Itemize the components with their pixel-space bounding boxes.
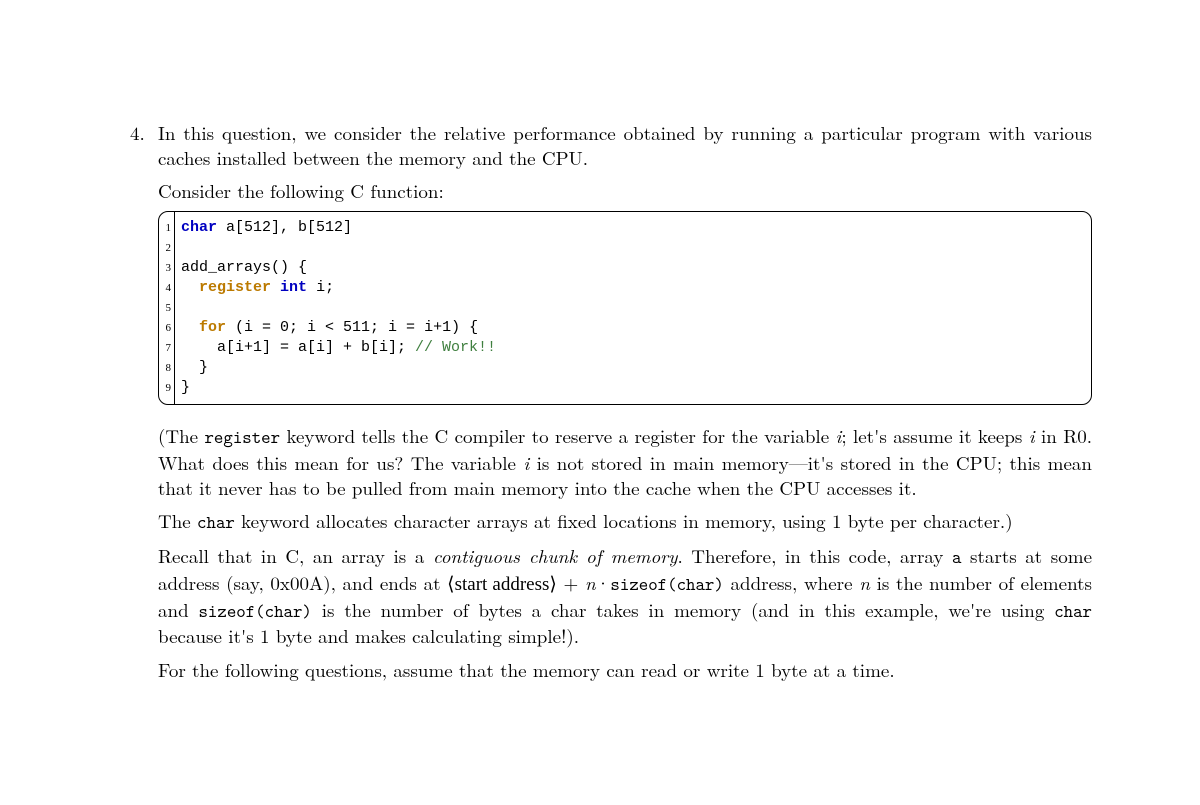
question-body: In this question, we consider the relati… [158,120,1092,682]
code-text: (i = 0; i < 511; i = i+1) { [226,319,478,336]
code-line: for (i = 0; i < 511; i = i+1) { [181,318,1091,338]
text: because it's 1 byte and makes calculatin… [158,622,579,649]
keyword-register: register [199,279,271,296]
code-text: a[i+1] = a[i] + b[i]; [181,339,415,356]
text: (The [158,422,204,449]
code-line-blank [181,238,1091,258]
intro-paragraph-2: Consider the following C function: [158,178,1092,203]
text: keyword allocates character arrays at fi… [235,507,1013,534]
line-number-gutter: 1 2 3 4 5 6 7 8 9 [159,212,175,404]
var-n: n [585,569,596,596]
text: · [596,569,611,596]
final-paragraph: For the following questions, assume that… [158,657,1092,682]
text: address, where [724,569,859,596]
text: + [557,569,585,596]
code-line: add_arrays() { [181,258,1091,278]
keyword-char: char [181,219,217,236]
explain-paragraph-1: (The register keyword tells the C compil… [158,423,1092,500]
code-line: } [181,378,1091,398]
inline-code-sizeof: sizeof(char) [610,572,723,596]
line-number: 9 [159,378,171,398]
line-number: 4 [159,278,171,298]
code-text: add_arrays() { [181,259,307,276]
keyword-int: int [280,279,307,296]
text: is the number of bytes a char takes in m… [312,596,1054,623]
line-number: 1 [159,218,171,238]
code-listing: 1 2 3 4 5 6 7 8 9 char a[512], b[512] ad… [158,211,1092,405]
code-text: a[512], b[512] [217,219,352,236]
code-text: i; [307,279,334,296]
code-line: } [181,358,1091,378]
angle-text: ⟨start address⟩ [447,574,557,595]
question-item: 4. In this question, we consider the rel… [130,120,1090,682]
code-column: char a[512], b[512] add_arrays() { regis… [175,212,1091,404]
question-number: 4. [130,120,158,682]
text: The [158,507,197,534]
code-line: char a[512], b[512] [181,218,1091,238]
inline-code-sizeof: sizeof(char) [198,599,311,623]
line-number: 7 [159,338,171,358]
line-number: 5 [159,298,171,318]
keyword-for: for [199,319,226,336]
text: Recall that in C, an array is a [158,542,433,569]
explain-paragraph-3: Recall that in C, an array is a contiguo… [158,543,1092,649]
line-number: 8 [159,358,171,378]
intro-paragraph-1: In this question, we consider the relati… [158,120,1092,170]
page: 4. In this question, we consider the rel… [0,0,1200,682]
text: ; let's assume it keeps [841,422,1028,449]
text: . Therefore, in this code, array [677,542,952,569]
line-number: 3 [159,258,171,278]
inline-code-char: char [1054,599,1092,623]
inline-code-register: register [204,425,280,449]
code-line-blank [181,298,1091,318]
explain-paragraph-2: The char keyword allocates character arr… [158,508,1092,535]
var-n: n [859,569,870,596]
line-number: 6 [159,318,171,338]
code-line: register int i; [181,278,1091,298]
italic-phrase: contiguous chunk of memory [433,542,677,569]
text: keyword tells the C compiler to reserve … [280,422,835,449]
code-comment: // Work!! [415,339,496,356]
inline-code-char: char [197,510,235,534]
line-number: 2 [159,238,171,258]
code-line: a[i+1] = a[i] + b[i]; // Work!! [181,338,1091,358]
